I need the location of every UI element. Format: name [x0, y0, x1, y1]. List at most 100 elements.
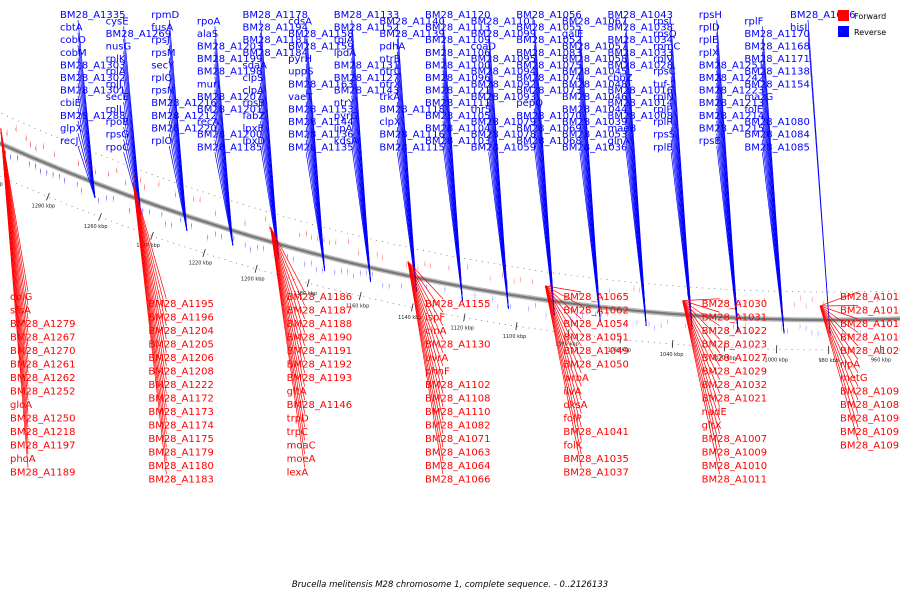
gene-label: BM28_A1079	[471, 117, 537, 128]
gene-label: BM28_A1051	[563, 333, 629, 344]
label-connector	[407, 261, 444, 434]
gene-label: BM28_A1168	[744, 42, 810, 53]
scale-tick	[411, 303, 414, 312]
label-connector	[407, 261, 444, 340]
gene-label: rplD	[699, 23, 720, 34]
forward-feature-arrow	[6, 128, 8, 137]
gene-label: gltA	[287, 387, 307, 398]
gene-label: BM28_A1131	[334, 60, 400, 71]
label-connector	[682, 300, 721, 421]
label-connector	[819, 305, 859, 387]
gene-label: gloA	[10, 400, 32, 411]
gene-label: BM28_A1121	[425, 86, 491, 97]
gene-label: BM28_A1021	[702, 393, 768, 404]
gene-label: pepQ	[516, 98, 543, 109]
forward-feature-arrow	[158, 179, 160, 188]
label-connector	[682, 300, 720, 327]
gene-label: BM28_A1144	[288, 117, 354, 128]
label-connector	[682, 300, 721, 448]
forward-feature-arrow	[15, 124, 17, 133]
gene-label: lpdA	[334, 48, 356, 59]
gene-label: BM28_A1190	[287, 333, 353, 344]
gene-label: BM28_A1201	[197, 105, 263, 116]
label-connector	[682, 300, 721, 475]
label-connector	[270, 227, 305, 306]
gene-label: tuf-2	[653, 79, 676, 90]
gene-label: BM28_A1186	[287, 292, 353, 303]
scale-tick-label: 1060 kbp	[607, 347, 631, 353]
forward-feature-arrow	[244, 218, 246, 227]
gene-label: rlpA	[840, 360, 860, 371]
label-connector	[545, 285, 582, 347]
gene-label: BM28_A1094	[471, 67, 537, 78]
gene-label: cdsA	[288, 16, 312, 27]
label-connector	[716, 145, 739, 332]
gene-label: BM28_A1262	[10, 373, 76, 384]
gene-label: BM28_A1014	[608, 98, 674, 109]
gene-label: BM28_A1191	[287, 346, 353, 357]
gene-label: uppS	[288, 67, 313, 78]
label-connector	[132, 182, 167, 340]
label-connector	[407, 261, 444, 448]
gene-label: BM28_A1048	[562, 79, 628, 90]
forward-feature-arrow	[139, 175, 141, 184]
scale-tick-label: 1140 kbp	[398, 315, 422, 321]
gene-label: BM28_A1049	[563, 346, 629, 357]
gene-label: BM28_A1029	[702, 366, 768, 377]
scale-tick	[306, 279, 310, 288]
gene-label: BM28_A1034	[608, 35, 674, 46]
gene-label: vaeT	[288, 92, 313, 103]
gene-label: BM28_A1099	[471, 29, 537, 40]
gene-label: BM28_A1016	[608, 86, 674, 97]
label-connector	[407, 261, 444, 367]
gene-label: folK	[563, 441, 582, 452]
label-connector	[270, 227, 305, 333]
gene-label: BM28_A1095	[471, 54, 537, 65]
label-connector	[819, 305, 859, 333]
gene-label: rplP	[653, 105, 672, 116]
label-connector	[544, 285, 582, 428]
gene-label: BM28_A1044	[562, 105, 628, 116]
gene-label: BM28_A1279	[10, 319, 76, 330]
gene-label: BM28_A1102	[425, 380, 491, 391]
label-connector	[544, 285, 582, 468]
gene-label: BM28_A1175	[148, 434, 214, 445]
gene-label: BM28_A1218	[10, 427, 76, 438]
label-connector	[762, 152, 785, 334]
label-connector	[682, 300, 720, 394]
gene-label: sfsA	[10, 306, 31, 317]
label-connector	[407, 261, 444, 380]
gene-label: BM28_A1041	[563, 427, 629, 438]
gene-label: rpsH	[699, 10, 722, 21]
gene-label: BM28_A1130	[425, 339, 491, 350]
reverse-feature-arrow	[161, 210, 163, 219]
label-connector	[545, 285, 582, 320]
gene-label: rplE	[699, 35, 719, 46]
gene-label: rplQ	[151, 73, 172, 84]
gene-label: BM28_A1052	[516, 35, 582, 46]
gene-label: ntrB	[379, 54, 400, 65]
gene-label: rpsC	[653, 67, 676, 78]
label-connector	[670, 152, 693, 330]
scale-tick	[619, 335, 622, 344]
gene-label: trpD	[287, 414, 309, 425]
gene-label: BM28_A1038	[608, 23, 674, 34]
gene-label: BM28_A1027	[702, 353, 768, 364]
gene-label: BM28_A1011	[702, 474, 768, 485]
scale-tick	[463, 313, 466, 322]
scale-tick-label: 1160 kbp	[346, 304, 370, 310]
label-connector	[545, 285, 582, 293]
label-connector	[168, 120, 188, 231]
gene-label: BM28_A1045	[562, 67, 628, 78]
label-connector	[77, 133, 96, 199]
label-connector	[270, 227, 305, 320]
gene-label: BM28_A1010	[702, 461, 768, 472]
gene-label: BM28_A1197	[10, 441, 76, 452]
legend-forward-swatch	[838, 10, 849, 21]
gene-label: BM28_A1097	[840, 427, 900, 438]
forward-feature-arrow	[125, 178, 127, 187]
label-connector	[214, 139, 234, 246]
gene-label: rplK	[106, 54, 126, 65]
gene-label: BM28_A1302	[60, 73, 126, 84]
gene-label: BM28_A1196	[148, 312, 214, 323]
